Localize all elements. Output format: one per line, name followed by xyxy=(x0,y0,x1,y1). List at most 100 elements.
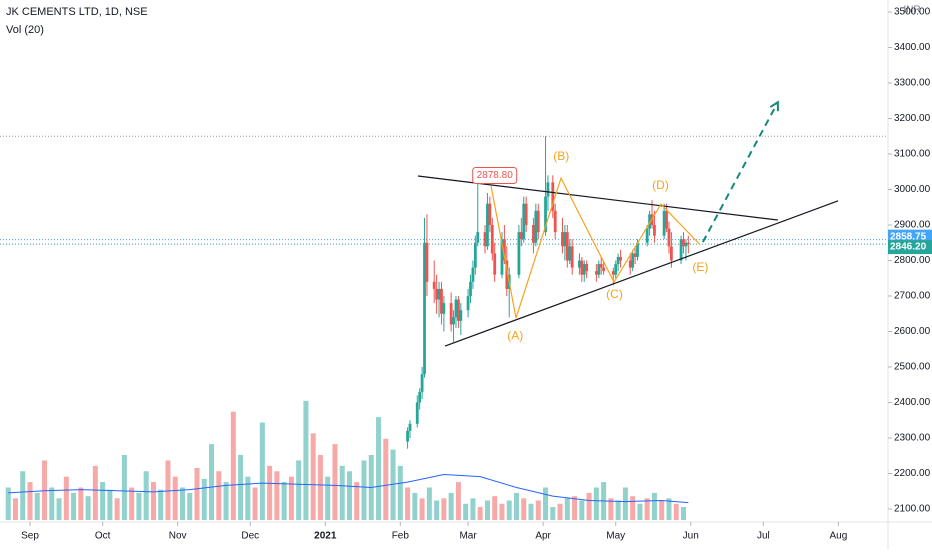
volume-bar xyxy=(274,471,280,520)
volume-bar xyxy=(209,444,215,520)
candle-body xyxy=(532,225,535,243)
volume-bar xyxy=(419,498,425,520)
wave-label: (B) xyxy=(553,149,569,163)
wave-label: (A) xyxy=(507,328,523,342)
candle-body xyxy=(614,264,618,275)
volume-bar xyxy=(499,503,505,520)
x-tick-label: Oct xyxy=(95,531,111,542)
volume-bar xyxy=(158,489,164,520)
volume-bar xyxy=(143,471,149,520)
volume-bar xyxy=(630,496,636,520)
volume-bar xyxy=(150,482,156,520)
volume-bar xyxy=(85,496,91,520)
x-tick-label: Sep xyxy=(21,531,39,542)
volume-bar xyxy=(535,500,541,520)
candle-body xyxy=(597,264,601,275)
volume-bar xyxy=(448,492,454,520)
volume-bar xyxy=(586,492,592,520)
volume-bar xyxy=(644,498,650,520)
volume-bar xyxy=(477,507,483,520)
candle-body xyxy=(599,264,603,268)
candle-body xyxy=(473,242,477,268)
volume-bar xyxy=(608,498,614,520)
candle-body xyxy=(442,303,446,314)
x-tick-label: May xyxy=(606,531,625,542)
candle-body xyxy=(631,253,635,268)
volume-bar xyxy=(5,487,11,520)
price-label: 2858.75 xyxy=(890,231,927,242)
candle-body xyxy=(546,182,550,197)
volume-bar xyxy=(441,498,447,520)
y-tick-label: 3300.00 xyxy=(894,78,931,89)
candle-body xyxy=(628,260,632,268)
volume-bar xyxy=(470,498,476,520)
candle-body xyxy=(686,242,690,245)
candle-body xyxy=(418,391,422,403)
candle-body xyxy=(534,210,538,243)
candle-body xyxy=(679,239,683,261)
candle-body xyxy=(490,225,494,254)
volume-bar xyxy=(252,487,258,520)
candle-body xyxy=(551,182,555,211)
y-tick-label: 2900.00 xyxy=(894,220,931,231)
volume-bar xyxy=(390,449,396,520)
wave-label: (C) xyxy=(606,287,623,301)
y-tick-label: 2200.00 xyxy=(894,468,931,479)
volume-ma-line xyxy=(8,473,689,504)
volume-bar xyxy=(383,438,389,520)
candle-body xyxy=(580,260,584,275)
candle-body xyxy=(493,253,497,275)
candle-body xyxy=(476,232,480,243)
volume-bar xyxy=(550,507,556,520)
y-tick-label: 3200.00 xyxy=(894,113,931,124)
volume-bar xyxy=(172,476,178,520)
volume-bar xyxy=(528,503,534,520)
volume-bar xyxy=(557,503,563,520)
volume-bar xyxy=(484,500,490,520)
high-label-box xyxy=(472,167,518,185)
volume-bar xyxy=(121,455,127,520)
candle-body xyxy=(667,228,671,247)
y-tick-label: 3400.00 xyxy=(894,42,931,53)
y-tick-label: 2300.00 xyxy=(894,433,931,444)
volume-bar xyxy=(187,492,193,520)
volume-bar xyxy=(92,465,98,520)
candle-body xyxy=(459,310,463,321)
x-tick-label: Dec xyxy=(241,531,259,542)
high-label: 2878.80 xyxy=(477,170,514,181)
volume-bar xyxy=(245,476,251,520)
volume-bar xyxy=(238,455,244,520)
forecast-arrow xyxy=(701,101,779,243)
volume-bar xyxy=(543,487,549,520)
candle-body xyxy=(452,317,455,325)
candle-body xyxy=(502,239,506,261)
volume-bar xyxy=(637,503,643,520)
candle-body xyxy=(594,271,598,275)
candle-body xyxy=(488,203,492,226)
volume-bar xyxy=(579,500,585,520)
volume-bar xyxy=(267,465,273,520)
candle-body xyxy=(457,299,460,321)
candle-body xyxy=(570,246,574,268)
candle-body xyxy=(616,256,620,265)
volume-bar xyxy=(506,500,512,520)
volume-bar xyxy=(71,492,77,520)
candle-body xyxy=(602,267,606,272)
candle-body xyxy=(684,242,688,247)
candle-body xyxy=(423,242,426,375)
volume-bar xyxy=(426,487,432,520)
volume-bar xyxy=(303,400,309,520)
candle-body xyxy=(435,288,439,300)
candle-body xyxy=(585,264,589,272)
candle-body xyxy=(522,203,526,240)
candle-body xyxy=(517,232,521,275)
candle-body xyxy=(440,288,443,314)
volume-bar xyxy=(114,498,120,520)
candle-body xyxy=(544,196,547,233)
trend-line xyxy=(490,176,701,319)
volume-bar xyxy=(136,492,142,520)
volume-bar xyxy=(310,433,316,520)
candle-body xyxy=(408,423,412,431)
volume-bar xyxy=(339,465,345,520)
